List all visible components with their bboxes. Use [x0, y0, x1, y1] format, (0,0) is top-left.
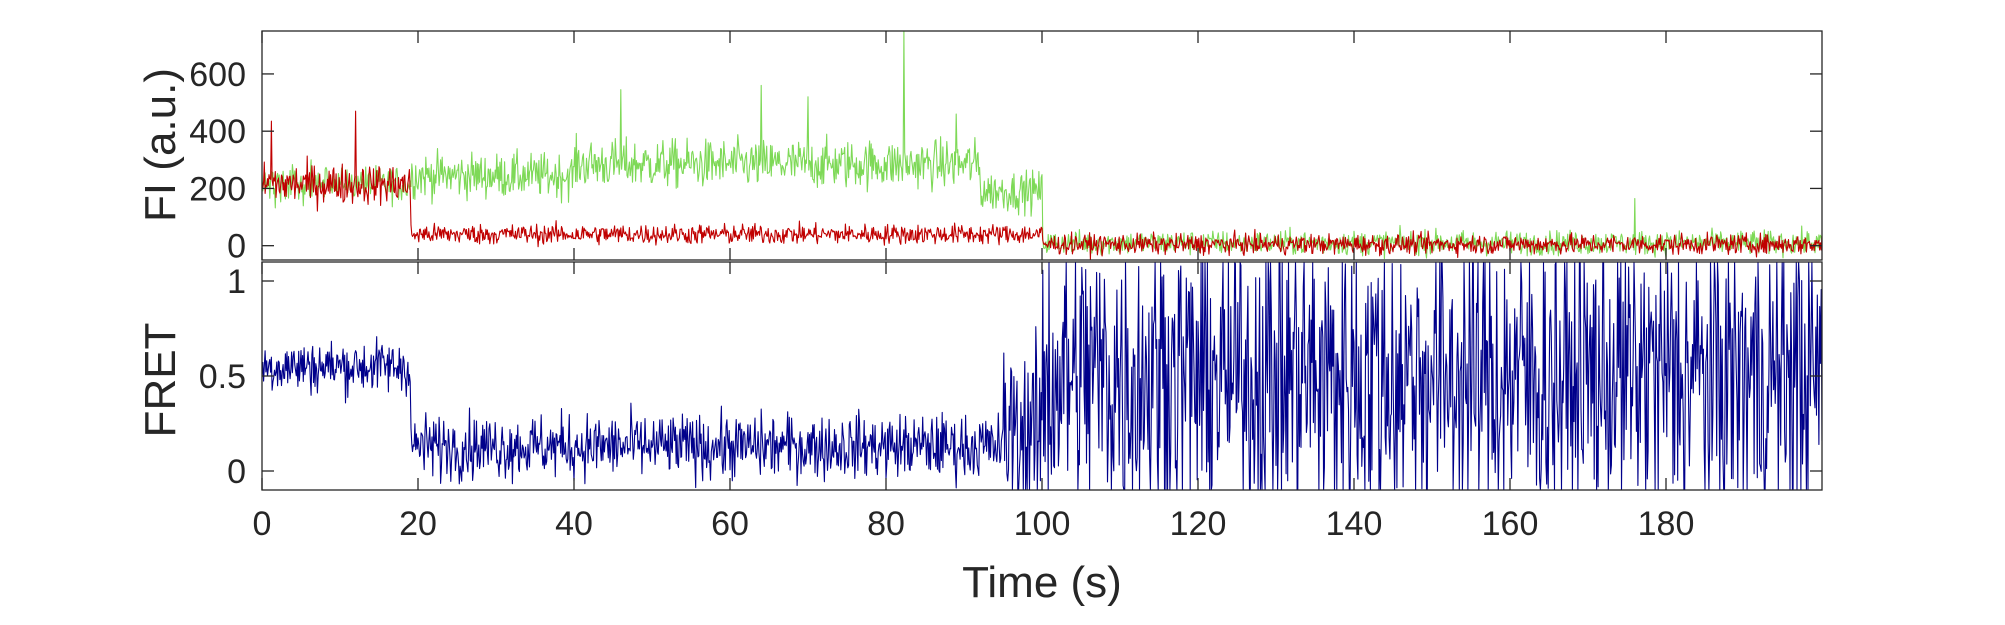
time-x-axis-title: Time (s) [962, 558, 1122, 607]
fret-series-1-line [262, 262, 1822, 490]
x-tick-label: 160 [1482, 505, 1539, 543]
x-tick-label: 180 [1638, 505, 1695, 543]
x-tick-label: 40 [555, 505, 593, 543]
fret-y-tick-label: 1 [227, 263, 246, 301]
fret-y-tick-label: 0.5 [199, 358, 246, 396]
fluorescence-y-tick-label: 200 [189, 170, 246, 208]
fret-y-tick-label: 0 [227, 453, 246, 491]
fluorescence-traces [262, 31, 1822, 260]
fluorescence-axes-frame [261, 30, 1823, 261]
x-tick-label: 0 [253, 505, 272, 543]
fluorescence-series-1-line [262, 31, 1822, 260]
x-tick-label: 100 [1014, 505, 1071, 543]
fluorescence-y-axis-title: FI (a.u.) [136, 68, 185, 222]
x-tick-label: 20 [399, 505, 437, 543]
x-tick-label: 120 [1170, 505, 1227, 543]
fluorescence-ticks: 0 200 400 600 [189, 31, 1822, 266]
fluorescence-panel: 0 200 400 600 FI (a.u.) [136, 30, 1823, 266]
fret-y-axis-title: FRET [136, 323, 185, 438]
fluorescence-y-tick-label: 600 [189, 56, 246, 94]
fret-traces [262, 262, 1822, 490]
fluorescence-series-2-line [262, 110, 1822, 260]
fluorescence-y-tick-label: 0 [227, 228, 246, 266]
x-tick-label: 140 [1326, 505, 1383, 543]
fret-ticks: 0 20 40 60 80 100 120 140 160 180 0 0.5 1 [199, 262, 1822, 543]
fret-panel: 0 20 40 60 80 100 120 140 160 180 0 0.5 1 FRET Time … [136, 261, 1823, 607]
fluorescence-y-tick-label: 400 [189, 113, 246, 151]
x-tick-label: 60 [711, 505, 749, 543]
x-tick-label: 80 [867, 505, 905, 543]
